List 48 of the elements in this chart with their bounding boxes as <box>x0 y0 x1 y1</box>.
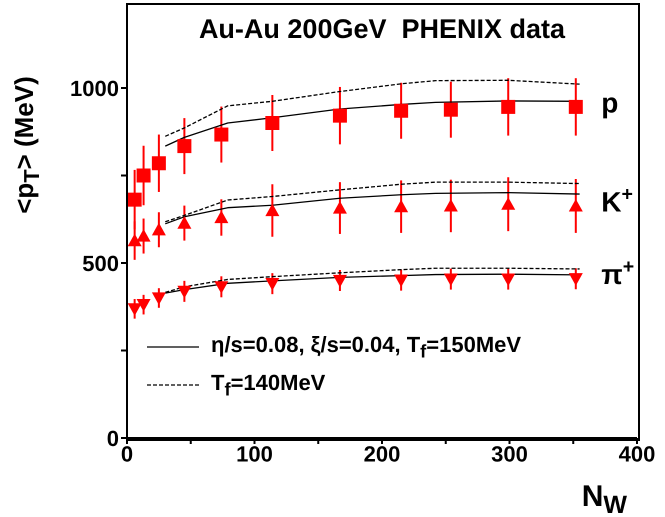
point <box>214 128 228 142</box>
point <box>136 229 151 242</box>
point <box>136 299 151 312</box>
x-tick-label: 200 <box>364 442 400 467</box>
point <box>501 100 516 114</box>
point <box>394 274 408 288</box>
point <box>444 198 458 212</box>
point <box>444 274 458 286</box>
point <box>128 192 142 207</box>
point <box>177 139 192 154</box>
legend-label: η/s=0.08, ξ/s=0.04, T$_{f}$=150MeV <box>211 332 522 362</box>
y-tick-label: 0 <box>106 426 119 451</box>
x-axis-title: N$_{W}$ <box>582 480 627 517</box>
point <box>177 286 192 298</box>
point <box>501 197 516 210</box>
point <box>394 104 408 118</box>
point <box>265 278 280 291</box>
point <box>265 204 280 216</box>
point <box>152 292 166 305</box>
point <box>332 274 347 288</box>
point <box>332 108 347 123</box>
x-tick-label: 100 <box>236 442 273 467</box>
point <box>265 116 280 130</box>
point <box>568 273 583 286</box>
chart-title: Au-Au 200GeV PHENIX data <box>198 14 566 45</box>
series-label: p <box>601 87 618 118</box>
x-tick-label: 400 <box>618 442 656 467</box>
point <box>128 234 142 246</box>
point <box>444 102 458 117</box>
series-label: K$^{+}$ <box>601 183 633 218</box>
point <box>332 201 347 214</box>
point <box>152 222 166 236</box>
point <box>214 210 228 224</box>
point <box>152 156 166 170</box>
point <box>568 100 583 114</box>
point <box>136 168 151 182</box>
legend-label: T$_{f}$=140MeV <box>211 370 326 400</box>
point <box>128 303 142 316</box>
x-tick-label: 300 <box>491 442 528 467</box>
line-series <box>164 80 580 137</box>
y-tick-label: 500 <box>82 250 119 276</box>
point <box>394 200 408 212</box>
point <box>177 216 192 229</box>
point <box>501 274 516 286</box>
series-label: π$^{+}$ <box>601 256 634 290</box>
point <box>568 198 583 212</box>
point <box>214 281 228 294</box>
y-tick-label: 1000 <box>70 76 119 101</box>
